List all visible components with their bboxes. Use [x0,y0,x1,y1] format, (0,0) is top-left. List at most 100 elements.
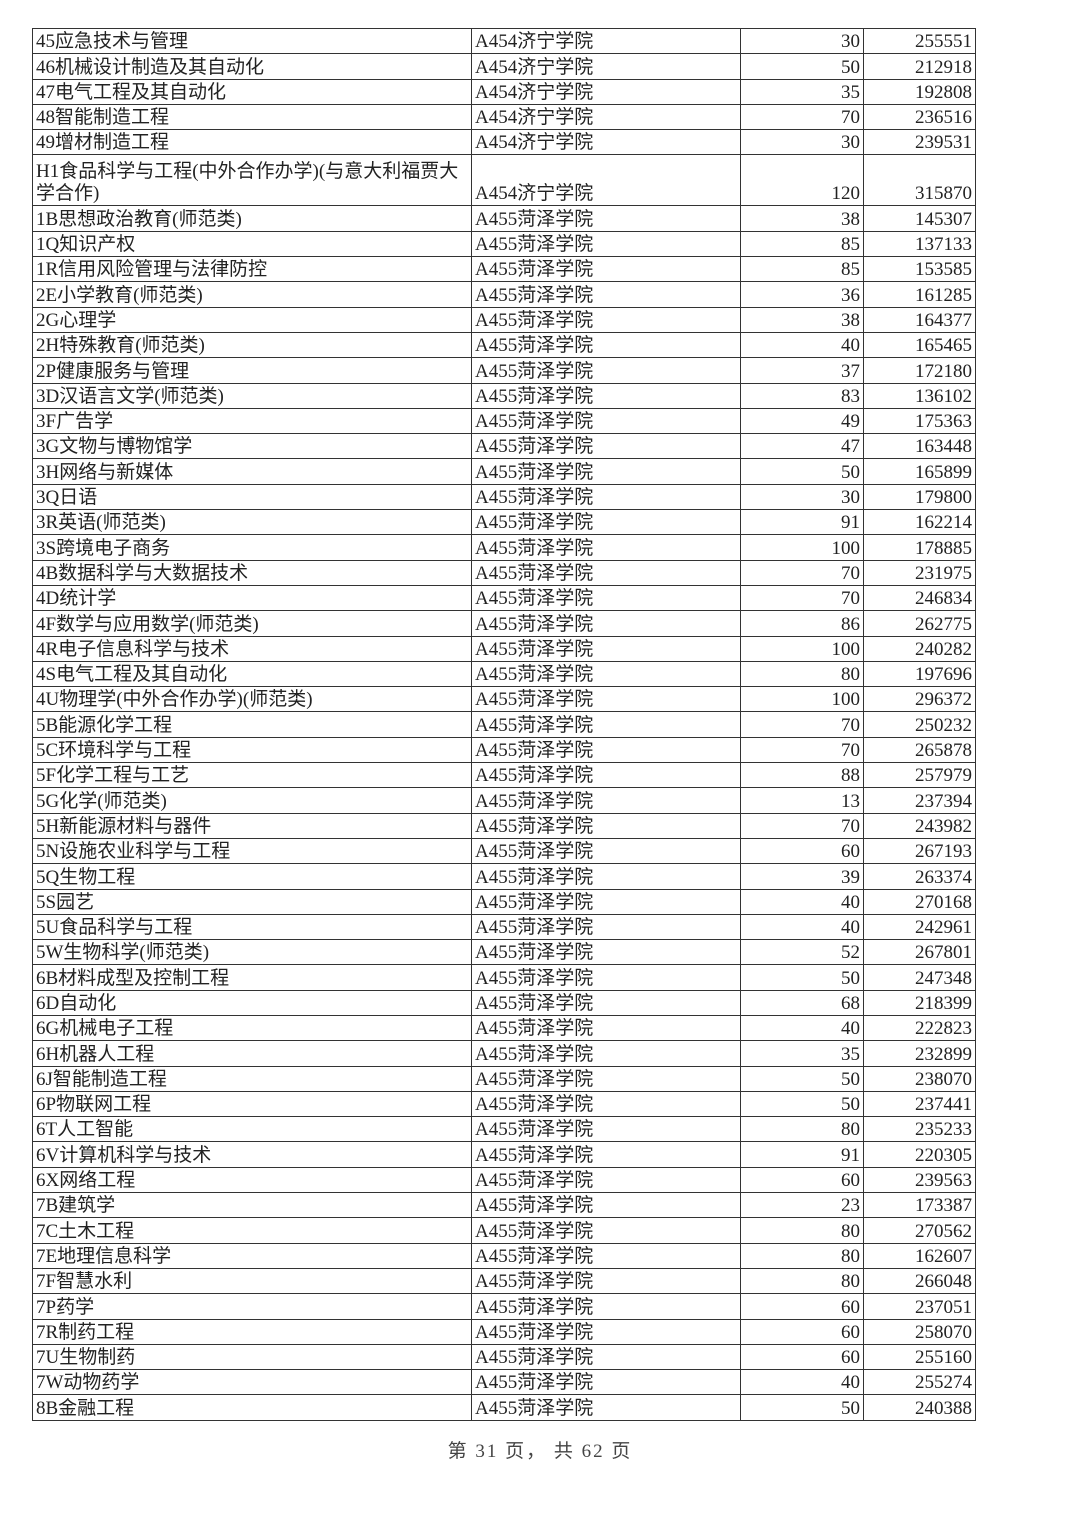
plan-count-cell: 13 [740,787,864,814]
rank-cell: 315870 [863,154,976,207]
plan-count-cell: 70 [740,736,864,764]
school-cell: A455菏泽学院 [471,584,741,612]
school-cell: A454济宁学院 [471,78,741,105]
table-row: 6G机械电子工程 A455菏泽学院 40 222823 [32,1014,976,1042]
table-row: 6H机器人工程 A455菏泽学院 35 232899 [32,1040,976,1067]
school-cell: A455菏泽学院 [471,483,741,511]
major-name-cell: 5F化学工程与工艺 [32,762,472,789]
rank-cell: 220305 [863,1141,976,1168]
major-name-cell: 5B能源化学工程 [32,711,472,738]
major-name-cell: 4D统计学 [32,584,472,612]
plan-count-cell: 50 [740,1090,864,1118]
major-name-cell: H1食品科学与工程(中外合作办学)(与意大利福贾大学合作) [32,154,472,207]
rank-cell: 162607 [863,1242,976,1269]
plan-count-cell: 50 [740,1065,864,1092]
major-name-cell: 4B数据科学与大数据技术 [32,559,472,586]
rank-cell: 137133 [863,230,976,258]
rank-cell: 173387 [863,1192,976,1219]
major-name-cell: 7P药学 [32,1293,472,1320]
table-row: 7B建筑学 A455菏泽学院 23 173387 [32,1192,976,1219]
rank-cell: 212918 [863,53,976,80]
table-row: 7P药学 A455菏泽学院 60 237051 [32,1293,976,1320]
plan-count-cell: 50 [740,458,864,485]
major-name-cell: 6V计算机科学与技术 [32,1141,472,1168]
plan-count-cell: 85 [740,256,864,283]
school-cell: A455菏泽学院 [471,382,741,409]
rank-cell: 240282 [863,635,976,662]
major-name-cell: 5S园艺 [32,888,472,915]
plan-count-cell: 23 [740,1192,864,1219]
school-cell: A455菏泽学院 [471,1065,741,1092]
major-name-cell: 46机械设计制造及其自动化 [32,53,472,80]
school-cell: A455菏泽学院 [471,939,741,966]
major-name-cell: 2P健康服务与管理 [32,357,472,384]
school-cell: A454济宁学院 [471,53,741,80]
rank-cell: 178885 [863,534,976,561]
plan-count-cell: 70 [740,103,864,131]
rank-cell: 222823 [863,1014,976,1042]
table-row: 3Q日语 A455菏泽学院 30 179800 [32,483,976,511]
school-cell: A455菏泽学院 [471,837,741,865]
major-name-cell: 5N设施农业科学与工程 [32,837,472,865]
plan-count-cell: 49 [740,407,864,435]
school-cell: A455菏泽学院 [471,458,741,485]
school-cell: A455菏泽学院 [471,1192,741,1219]
plan-count-cell: 50 [740,1394,864,1421]
major-name-cell: 48智能制造工程 [32,103,472,131]
rank-cell: 179800 [863,483,976,511]
plan-count-cell: 91 [740,1141,864,1168]
table-row: 3G文物与博物馆学 A455菏泽学院 47 163448 [32,433,976,460]
rank-cell: 165465 [863,331,976,359]
table-row: 4S电气工程及其自动化 A455菏泽学院 80 197696 [32,660,976,688]
table-row: 5C环境科学与工程 A455菏泽学院 70 265878 [32,736,976,764]
rank-cell: 262775 [863,610,976,637]
table-row: 5N设施农业科学与工程 A455菏泽学院 60 267193 [32,837,976,865]
rank-cell: 231975 [863,559,976,586]
rank-cell: 145307 [863,205,976,232]
plan-count-cell: 60 [740,1166,864,1194]
major-name-cell: 3S跨境电子商务 [32,534,472,561]
rank-cell: 255160 [863,1343,976,1371]
school-cell: A455菏泽学院 [471,1242,741,1269]
school-cell: A455菏泽学院 [471,357,741,384]
table-row: 5F化学工程与工艺 A455菏泽学院 88 257979 [32,762,976,789]
school-cell: A455菏泽学院 [471,1267,741,1295]
plan-count-cell: 40 [740,1369,864,1396]
major-name-cell: 5C环境科学与工程 [32,736,472,764]
plan-count-cell: 80 [740,1217,864,1244]
rank-cell: 153585 [863,256,976,283]
plan-count-cell: 80 [740,660,864,688]
major-name-cell: 4F数学与应用数学(师范类) [32,610,472,637]
plan-count-cell: 30 [740,483,864,511]
table-row: 3D汉语言文学(师范类) A455菏泽学院 83 136102 [32,382,976,409]
plan-count-cell: 39 [740,863,864,890]
major-name-cell: 7W动物药学 [32,1369,472,1396]
table-row: 3F广告学 A455菏泽学院 49 175363 [32,407,976,435]
school-cell: A455菏泽学院 [471,1293,741,1320]
school-cell: A455菏泽学院 [471,635,741,662]
major-name-cell: 5W生物科学(师范类) [32,939,472,966]
plan-count-cell: 100 [740,534,864,561]
school-cell: A455菏泽学院 [471,913,741,941]
table-row: 5H新能源材料与器件 A455菏泽学院 70 243982 [32,812,976,839]
plan-count-cell: 91 [740,509,864,536]
major-name-cell: 6T人工智能 [32,1116,472,1143]
major-name-cell: 7U生物制药 [32,1343,472,1371]
plan-count-cell: 37 [740,357,864,384]
rank-cell: 243982 [863,812,976,839]
plan-count-cell: 68 [740,989,864,1016]
rank-cell: 246834 [863,584,976,612]
table-row: 2E小学教育(师范类) A455菏泽学院 36 161285 [32,281,976,308]
school-cell: A455菏泽学院 [471,686,741,713]
school-cell: A455菏泽学院 [471,407,741,435]
school-cell: A455菏泽学院 [471,205,741,232]
table-row: 4B数据科学与大数据技术 A455菏泽学院 70 231975 [32,559,976,586]
rank-cell: 232899 [863,1040,976,1067]
school-cell: A455菏泽学院 [471,964,741,991]
table-row: 45应急技术与管理 A454济宁学院 30 255551 [32,27,976,55]
plan-count-cell: 70 [740,559,864,586]
table-row: 7R制药工程 A455菏泽学院 60 258070 [32,1318,976,1345]
school-cell: A455菏泽学院 [471,1217,741,1244]
table-row: 8B金融工程 A455菏泽学院 50 240388 [32,1394,976,1421]
school-cell: A454济宁学院 [471,129,741,156]
